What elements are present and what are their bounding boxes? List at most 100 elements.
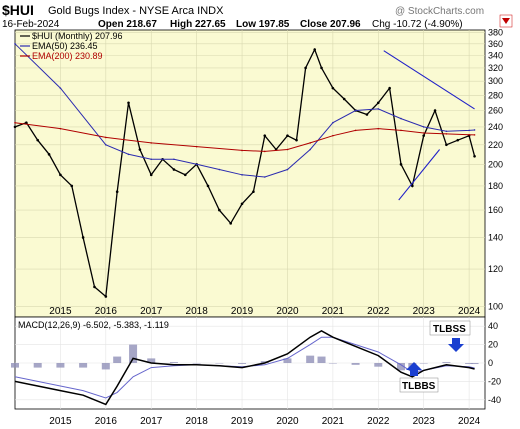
price-x-tick-label: 2019: [231, 306, 254, 317]
date-label: 16-Feb-2024: [2, 19, 60, 30]
series-point-0: [229, 222, 233, 225]
macd-histogram-bar: [238, 363, 247, 364]
macd-histogram-bar: [79, 363, 88, 368]
price-x-tick-label: 2023: [413, 306, 436, 317]
series-point-1: [309, 148, 311, 151]
series-point-0: [36, 138, 40, 142]
price-x-tick-label: 2021: [322, 306, 345, 317]
series-point-0: [183, 173, 187, 177]
tlbss-label: TLBSS: [433, 324, 466, 335]
series-point-0: [445, 143, 448, 147]
price-x-axis: 2015 2016 2017 2018 2019 2020 2021 2022 2023 2024: [49, 306, 480, 317]
series-point-0: [456, 138, 460, 142]
series-point-0: [295, 138, 298, 142]
price-tick-label: 100: [488, 301, 503, 311]
symbol-title: $HUI: [2, 2, 34, 18]
series-point-0: [376, 101, 380, 105]
series-point-0: [47, 153, 51, 156]
scroll-arrow-icon[interactable]: [499, 14, 513, 28]
series-point-1: [473, 129, 476, 131]
open-value: Open 218.67: [98, 19, 157, 30]
series-point-0: [313, 48, 317, 51]
series-point-0: [263, 134, 267, 137]
series-point-0: [342, 97, 346, 101]
series-point-2: [377, 127, 380, 130]
low-value: Low 197.85: [236, 19, 290, 30]
series-point-0: [104, 295, 108, 298]
macd-legend: MACD(12,26,9) -6.502, -5.383, -1.119: [18, 320, 169, 330]
series-point-0: [206, 184, 210, 188]
macd-histogram-bar: [283, 358, 292, 363]
series-point-2: [59, 127, 62, 130]
series-point-0: [218, 208, 221, 212]
price-x-tick-label: 2017: [140, 306, 163, 317]
series-point-1: [105, 143, 107, 146]
price-x-tick-label: 2016: [95, 306, 118, 317]
price-y-axis: 1001201401601802002202402602803003203403…: [488, 28, 503, 312]
macd-histogram-bar: [215, 363, 224, 364]
macd-histogram-bar: [374, 363, 383, 367]
series-point-0: [286, 134, 289, 137]
series-point-1: [354, 109, 357, 112]
series-point-2: [105, 136, 107, 139]
price-tick-label: 120: [488, 264, 503, 274]
series-point-0: [320, 66, 323, 70]
series-point-2: [309, 142, 311, 144]
series-point-1: [59, 87, 62, 89]
macd-histogram-bar: [56, 363, 65, 368]
price-tick-label: 340: [488, 50, 503, 60]
macd-histogram-bar: [317, 356, 326, 363]
tlbss-annotation: TLBSS: [429, 320, 471, 352]
watermark: @ StockCharts.com: [395, 6, 484, 17]
macd-histogram-bar: [419, 363, 428, 364]
macd-tick-label: -20: [488, 376, 501, 386]
series-point-1: [14, 42, 16, 45]
bottom-x-tick-label: 2018: [186, 416, 209, 427]
macd-histogram-bar: [465, 363, 474, 364]
series-point-1: [127, 153, 130, 156]
series-point-1: [195, 163, 198, 166]
series-point-1: [445, 130, 448, 133]
price-tick-label: 160: [488, 205, 503, 215]
bottom-x-tick-label: 2017: [140, 416, 163, 427]
series-point-0: [399, 163, 403, 166]
series-point-0: [172, 168, 176, 171]
price-tick-label: 300: [488, 76, 503, 86]
series-point-1: [241, 174, 243, 176]
macd-tick-label: 20: [488, 340, 498, 350]
series-point-1: [150, 158, 153, 161]
series-point-1: [173, 158, 175, 161]
series-point-0: [127, 101, 130, 105]
price-tick-label: 320: [488, 63, 503, 73]
series-point-0: [240, 202, 244, 206]
index-name: Gold Bugs Index - NYSE Arca INDX: [48, 5, 224, 17]
series-point-0: [304, 66, 307, 70]
series-point-0: [331, 86, 335, 90]
bottom-x-tick-label: 2024: [458, 416, 481, 427]
macd-histogram-bar: [328, 363, 337, 364]
series-point-1: [468, 129, 470, 132]
macd-y-axis: 40 20 0 -20 -40: [488, 321, 501, 405]
macd-histogram-bar: [113, 356, 122, 363]
series-point-0: [59, 173, 62, 177]
series-point-0: [93, 285, 96, 289]
macd-tick-label: 0: [488, 358, 493, 368]
bottom-x-tick-label: 2023: [413, 416, 436, 427]
macd-histogram-bar: [306, 355, 315, 363]
price-x-tick-label: 2020: [276, 306, 299, 317]
series-point-2: [263, 150, 266, 153]
macd-histogram-bar: [169, 362, 178, 363]
bottom-x-tick-label: 2015: [49, 416, 72, 427]
series-point-0: [13, 125, 17, 129]
trendline-group: [383, 50, 475, 201]
high-value: High 227.65: [170, 19, 226, 30]
series-point-1: [286, 168, 289, 171]
series-point-2: [400, 129, 402, 132]
price-tick-label: 140: [488, 232, 503, 242]
series-point-2: [286, 148, 289, 151]
series-point-0: [81, 236, 85, 239]
macd-histogram-bar: [129, 344, 138, 363]
series-point-2: [473, 134, 476, 136]
bottom-x-axis: 2015 2016 2017 2018 2019 2020 2021 2022 2023 2024: [49, 416, 480, 427]
legend-ema50: EMA(50) 236.45: [32, 41, 98, 51]
